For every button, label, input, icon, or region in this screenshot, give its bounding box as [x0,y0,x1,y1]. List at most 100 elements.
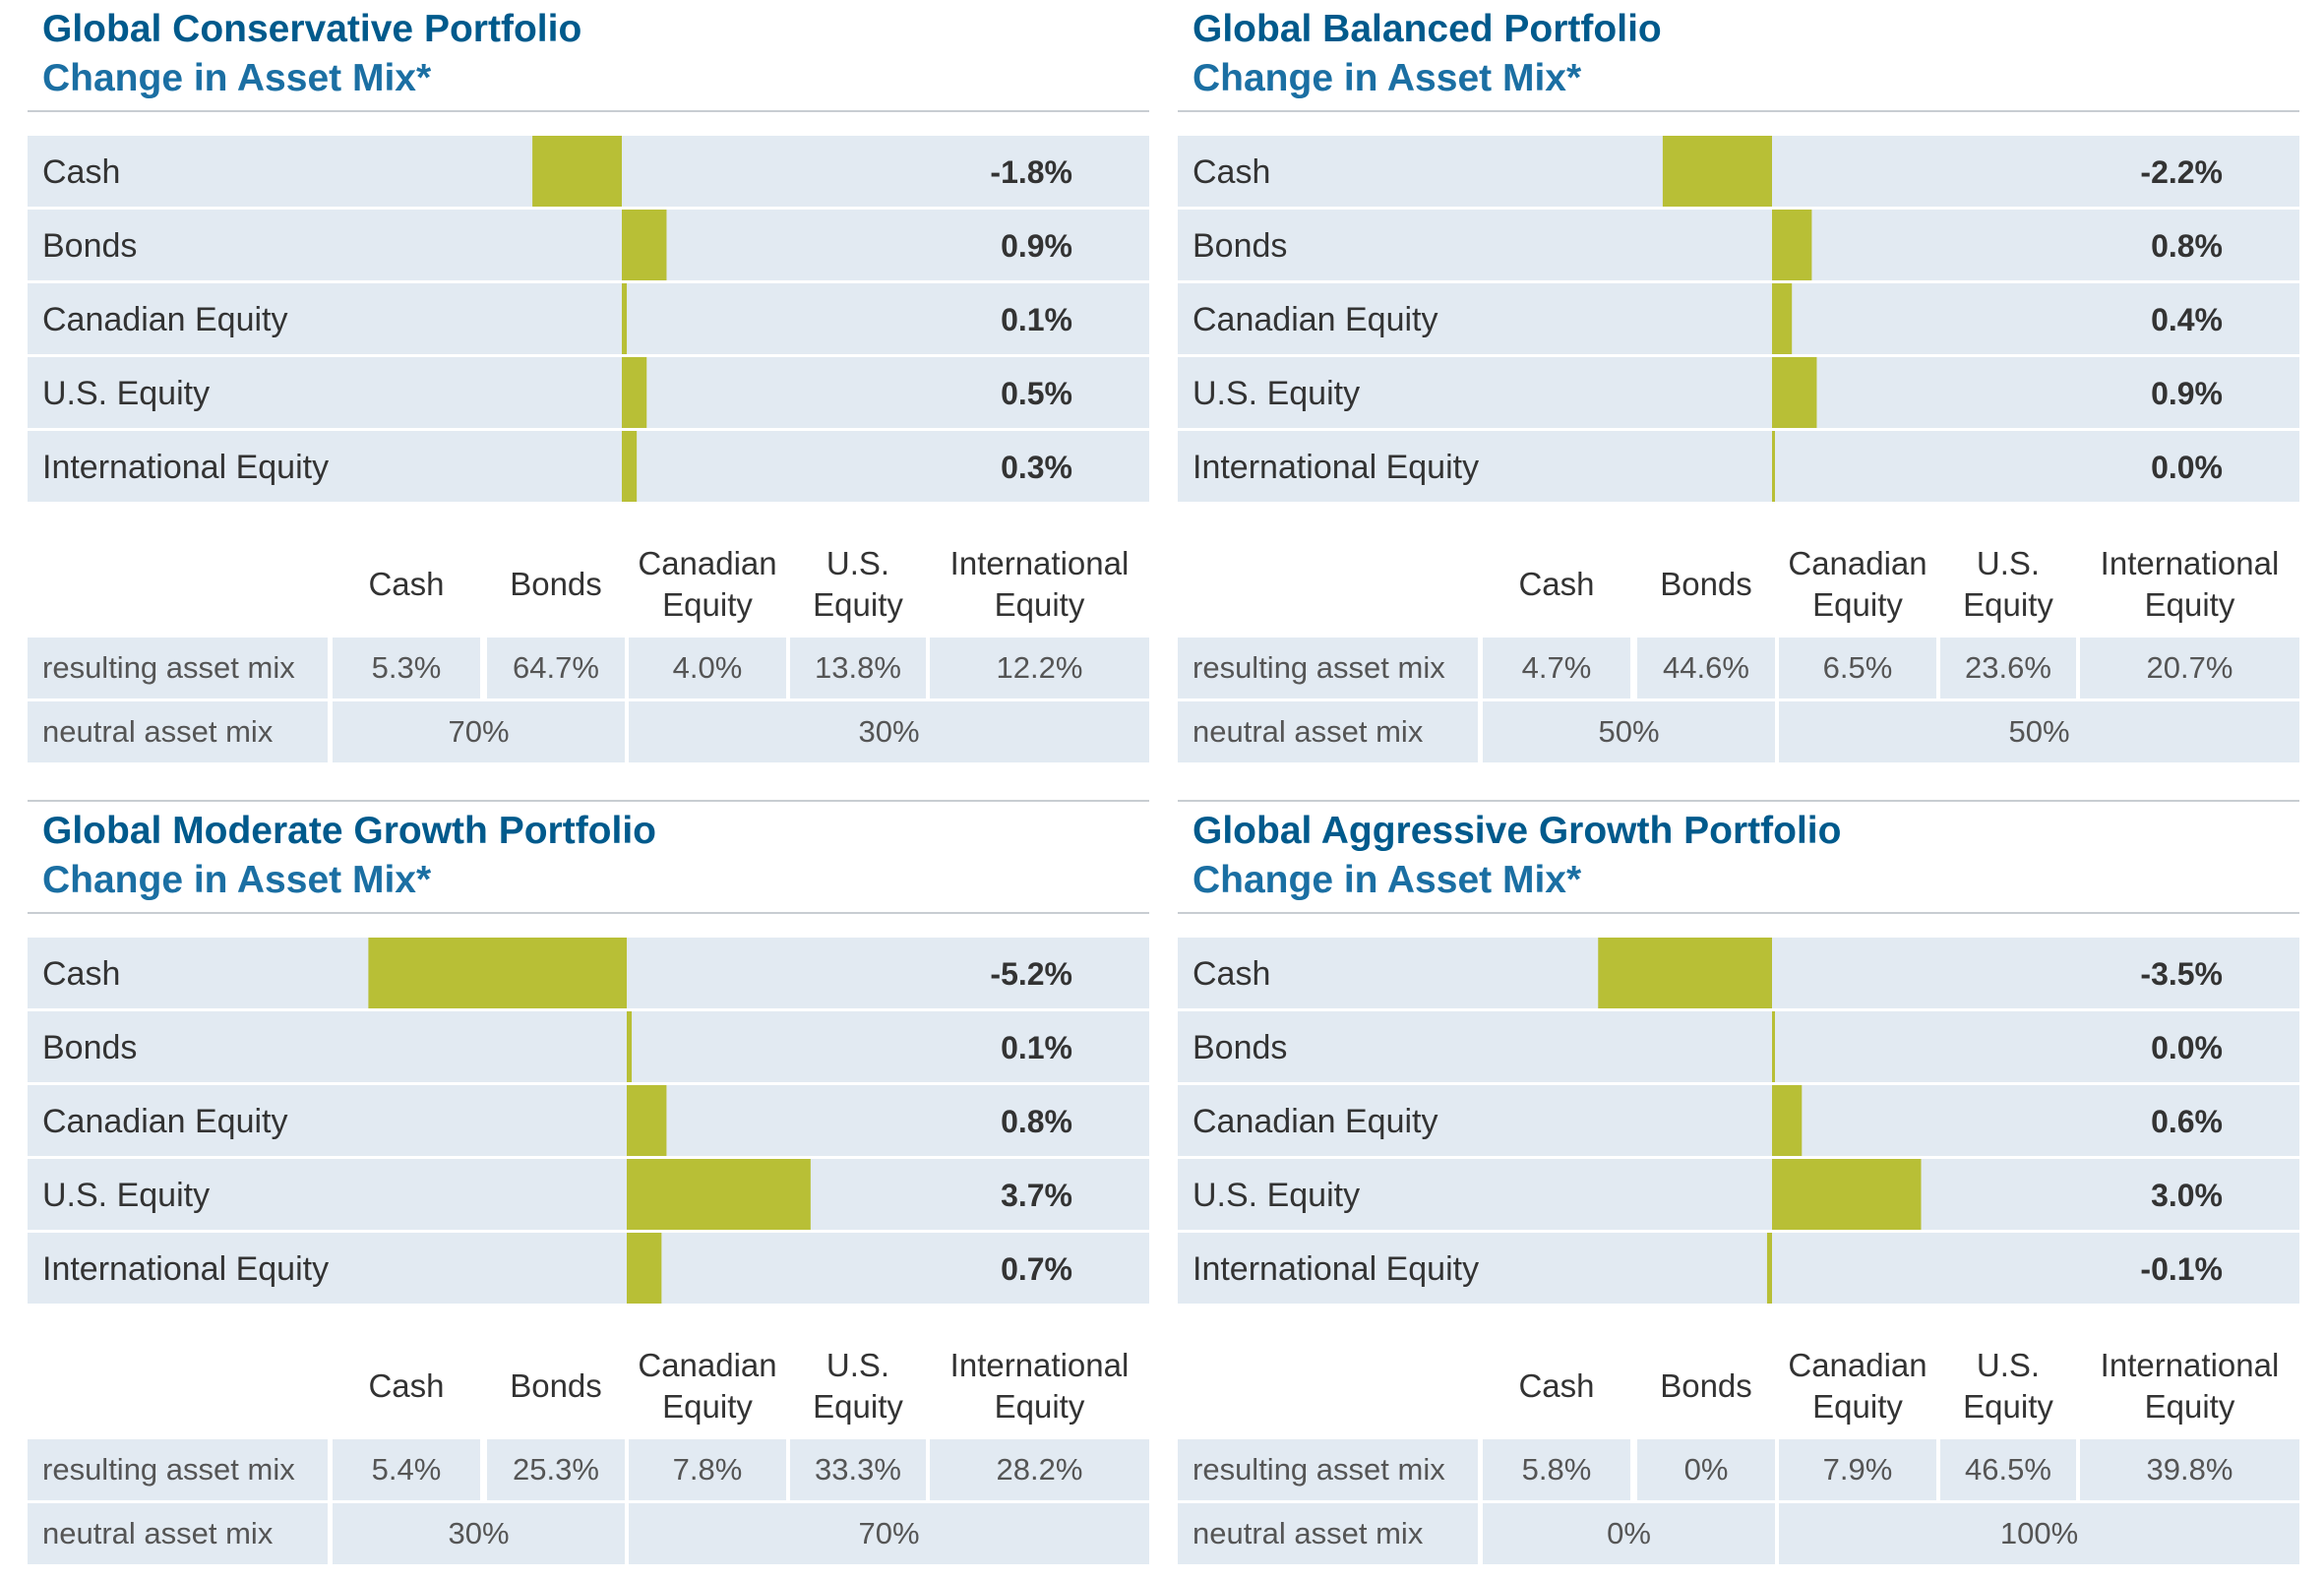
panel-bottom-divider [1178,800,2299,802]
category-label: Cash [1193,153,1270,191]
value-label: 0.8% [2151,228,2223,264]
bar-bonds [1772,210,1812,280]
chart-row-background [28,357,1149,428]
chart-row-background [28,1011,1149,1082]
bar-bonds [622,210,667,280]
column-header: Bonds [1660,566,1752,602]
value-label: 0.9% [2151,376,2223,411]
category-label: Bonds [42,1029,137,1066]
resulting-mix-label: resulting asset mix [28,638,328,698]
resulting-mix-cell: 25.3% [487,1439,625,1500]
value-label: 0.6% [2151,1104,2223,1139]
chart-row-background [1178,1159,2299,1230]
value-label: 0.9% [1001,228,1072,264]
bar-bonds [1772,1011,1775,1082]
column-header: U.S. Equity [1963,545,2053,623]
asset-mix-table: Cash Bonds Canadian Equity U.S. Equity Inter… [28,529,1149,765]
bar-international-equity [1766,1233,1772,1304]
chart-row-background [28,431,1149,502]
chart-row-background [1178,283,2299,354]
chart-row-background [28,283,1149,354]
value-label: 0.0% [2151,1030,2223,1065]
bar-canadian-equity [622,283,628,354]
category-label: Canadian Equity [42,301,288,338]
chart-row-background [1178,210,2299,280]
chart-row-background [1178,431,2299,502]
category-label: International Equity [1193,449,1479,486]
title-divider [28,110,1149,112]
bar-cash [1662,136,1772,207]
column-header: Cash [368,1367,445,1404]
panel-title: Global Aggressive Growth Portfolio [1193,810,1842,852]
value-label: 0.0% [2151,450,2223,485]
neutral-mix-fixed-income: 0% [1483,1503,1775,1564]
bar-canadian-equity [627,1085,667,1156]
neutral-mix-equity: 50% [1779,701,2299,762]
chart-row-background [1178,1011,2299,1082]
panel-subtitle: Change in Asset Mix* [42,859,432,901]
panel-title: Global Conservative Portfolio [42,8,582,50]
value-label: 3.7% [1001,1178,1072,1213]
resulting-mix-cell: 7.9% [1779,1439,1936,1500]
neutral-mix-equity: 100% [1779,1503,2299,1564]
neutral-mix-fixed-income: 30% [333,1503,625,1564]
value-label: 0.3% [1001,450,1072,485]
resulting-mix-cell: 46.5% [1940,1439,2076,1500]
neutral-mix-label: neutral asset mix [28,1503,328,1564]
chart-row-background [28,1159,1149,1230]
value-label: 0.4% [2151,302,2223,337]
bar-cash [1598,938,1772,1008]
bar-u-s-equity [622,357,647,428]
panel-title: Global Moderate Growth Portfolio [42,810,656,852]
change-bar-chart: Cash -3.5% Bonds 0.0% Canadian Equity 0.6% U.S… [1178,938,2299,1304]
column-header: U.S. Equity [813,545,903,623]
neutral-mix-label: neutral asset mix [1178,701,1478,762]
chart-row-background [28,1085,1149,1156]
resulting-mix-cell: 7.8% [629,1439,786,1500]
neutral-mix-equity: 70% [629,1503,1149,1564]
category-label: Bonds [1193,1029,1287,1066]
bar-u-s-equity [1772,1159,1922,1230]
resulting-mix-cell: 33.3% [790,1439,926,1500]
resulting-mix-cell: 5.4% [333,1439,480,1500]
chart-row-background [1178,1233,2299,1304]
resulting-mix-cell: 28.2% [930,1439,1149,1500]
portfolio-panel: Global Aggressive Growth Portfolio Change… [1178,802,2299,1569]
category-label: Bonds [42,227,137,265]
panel-bottom-divider [28,800,1149,802]
resulting-mix-cell: 20.7% [2080,638,2299,698]
title-divider [28,912,1149,914]
value-label: -2.2% [2140,154,2223,190]
title-divider [1178,912,2299,914]
value-label: -3.5% [2140,956,2223,992]
category-label: International Equity [1193,1250,1479,1288]
bar-cash [532,136,622,207]
column-header: International Equity [949,1347,1130,1425]
category-label: Cash [42,955,120,993]
column-header: International Equity [2100,1347,2280,1425]
category-label: Canadian Equity [42,1103,288,1140]
neutral-mix-label: neutral asset mix [1178,1503,1478,1564]
panel-title: Global Balanced Portfolio [1193,8,1662,50]
neutral-mix-fixed-income: 70% [333,701,625,762]
value-label: -0.1% [2140,1251,2223,1287]
column-header: Canadian Equity [638,545,777,623]
column-header: U.S. Equity [813,1347,903,1425]
resulting-mix-cell: 4.7% [1483,638,1630,698]
value-label: 0.5% [1001,376,1072,411]
bar-canadian-equity [1772,1085,1803,1156]
value-label: -5.2% [990,956,1072,992]
change-bar-chart: Cash -1.8% Bonds 0.9% Canadian Equity 0.1% U.S… [28,136,1149,502]
bar-international-equity [627,1233,662,1304]
asset-mix-table: Cash Bonds Canadian Equity U.S. Equity Inter… [28,1331,1149,1567]
category-label: U.S. Equity [1193,375,1360,412]
resulting-mix-label: resulting asset mix [28,1439,328,1500]
asset-mix-table: Cash Bonds Canadian Equity U.S. Equity Inter… [1178,1331,2299,1567]
resulting-mix-cell: 44.6% [1637,638,1775,698]
neutral-mix-label: neutral asset mix [28,701,328,762]
category-label: U.S. Equity [42,375,210,412]
category-label: International Equity [42,449,329,486]
column-header: Canadian Equity [1788,545,1927,623]
change-bar-chart: Cash -2.2% Bonds 0.8% Canadian Equity 0.4% U.S… [1178,136,2299,502]
value-label: 0.8% [1001,1104,1072,1139]
